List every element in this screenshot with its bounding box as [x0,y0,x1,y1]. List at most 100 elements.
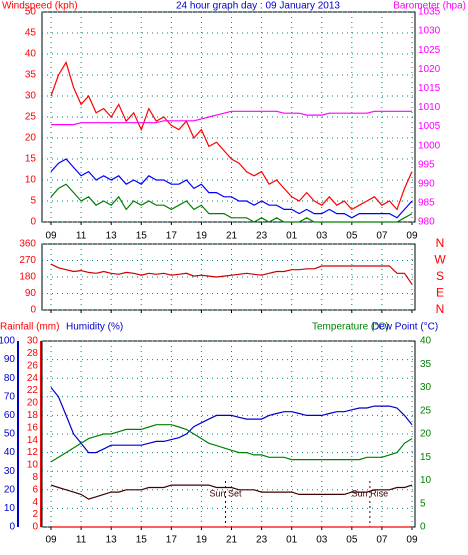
y3-tick-label: 24 [27,373,39,384]
series-line [50,484,413,500]
y-tick-label: 20 [4,484,16,495]
x-tick-label: 09 [45,231,57,242]
series-line [50,183,413,223]
x-tick-label: 09 [45,535,57,546]
y3-tick-label: 4 [32,497,38,508]
y2-tick-label: 1020 [418,64,441,75]
y3-tick-label: 26 [27,360,39,371]
x-tick-label: 17 [166,231,178,242]
y2-tick-label: 980 [418,217,435,228]
x-tick-label: 01 [286,535,298,546]
x-tick-label: 03 [316,535,328,546]
y3-tick-label: 2 [32,509,38,520]
y2-tick-label: N [436,236,445,250]
y-tick-label: 5 [30,196,36,207]
y-tick-label: 30 [25,91,37,102]
y2-tick-label: 15 [420,452,432,463]
y2-tick-label: 25 [420,405,432,416]
y-tick-label: 25 [25,112,37,123]
x-tick-label: 11 [76,231,87,242]
x-tick-label: 23 [256,535,268,546]
x-tick-label: 19 [196,231,208,242]
series-line [50,60,413,211]
y3-tick-label: 28 [27,348,39,359]
y2-tick-label: N [436,302,445,316]
y-tick-label: 50 [25,7,37,18]
dewpoint-label: Dew Point (°C) [372,322,438,333]
y-tick-label: 50 [4,429,16,440]
y2-tick-label: 10 [420,475,432,486]
x-tick-label: 21 [226,231,238,242]
y-tick-label: 0 [30,305,36,316]
series-line [50,387,413,454]
y2-tick-label: 1005 [418,121,441,132]
annotation: Sun Set [209,488,242,498]
x-tick-label: 15 [136,535,148,546]
y3-tick-label: 30 [27,336,39,347]
x-tick-label: 01 [286,231,298,242]
y2-tick-label: 1030 [418,26,441,37]
y2-tick-label: 0 [420,522,426,533]
y3-tick-label: 16 [27,422,39,433]
y2-tick-label: 985 [418,198,435,209]
y2-tick-label: 1010 [418,102,441,113]
y2-tick-label: 20 [420,429,432,440]
y3-tick-label: 18 [27,410,39,421]
x-tick-label: 13 [106,535,118,546]
y-tick-label: 40 [4,447,16,458]
barometer-label: Barometer (hpa) [393,1,466,12]
x-tick-label: 09 [406,535,418,546]
y-tick-label: 20 [25,133,37,144]
y2-tick-label: E [436,286,444,300]
y2-tick-label: 1025 [418,45,441,56]
y-tick-label: 270 [19,255,36,266]
y-tick-label: 0 [30,217,36,228]
y2-tick-label: 40 [420,336,432,347]
y-tick-label: 90 [25,288,37,299]
x-tick-label: 03 [316,231,328,242]
y2-tick-label: 1035 [418,7,441,18]
y-tick-label: 40 [25,49,37,60]
x-tick-label: 21 [226,535,238,546]
temperature-label: Temperature (°C) [312,322,389,333]
y3-tick-label: 10 [27,460,39,471]
y-tick-label: 360 [19,239,36,250]
y3-tick-label: 12 [27,447,39,458]
y-tick-label: 10 [25,175,37,186]
y2-tick-label: S [436,269,444,283]
x-tick-label: 07 [376,535,388,546]
series-line [51,110,412,126]
y-tick-label: 70 [4,391,16,402]
series-line [50,424,413,463]
y2-tick-label: 990 [418,178,435,189]
y2-tick-label: 1000 [418,140,441,151]
y-tick-label: 180 [19,272,36,283]
chart-title: 24 hour graph day : 09 January 2013 [176,1,340,12]
x-tick-label: 13 [106,231,118,242]
x-tick-label: 05 [346,535,358,546]
annotation: Sun Rise [352,488,389,498]
y-tick-label: 0 [9,522,15,533]
x-tick-label: 09 [406,231,418,242]
y2-tick-label: 1015 [418,83,441,94]
y-tick-label: 45 [25,28,37,39]
y3-tick-label: 20 [27,398,39,409]
y-tick-label: 100 [0,336,15,347]
y3-tick-label: 8 [32,472,38,483]
y3-tick-label: 0 [32,522,38,533]
y2-tick-label: 35 [420,359,432,370]
x-tick-label: 07 [376,231,388,242]
windspeed-label: Windspeed (kph) [2,1,78,12]
humidity-label: Humidity (%) [66,322,123,333]
x-tick-label: 05 [346,231,358,242]
y-tick-label: 30 [4,466,16,477]
y2-tick-label: 30 [420,382,432,393]
y2-tick-label: 995 [418,159,435,170]
x-tick-label: 11 [76,535,87,546]
y-tick-label: 90 [4,354,16,365]
y2-tick-label: 5 [420,498,426,509]
x-tick-label: 19 [196,535,208,546]
y3-tick-label: 14 [27,435,39,446]
y3-tick-label: 22 [27,385,39,396]
